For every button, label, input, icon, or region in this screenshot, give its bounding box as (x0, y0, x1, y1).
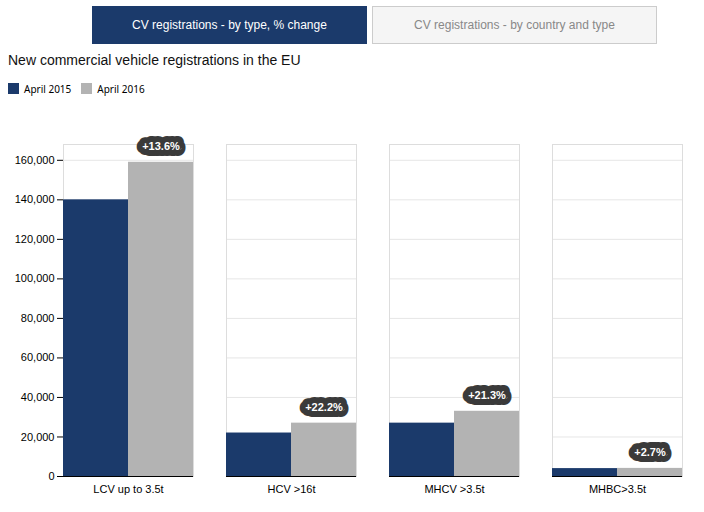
svg-text:+2.7%: +2.7% (634, 446, 666, 458)
svg-text:120,000: 120,000 (15, 233, 55, 245)
svg-text:160,000: 160,000 (15, 154, 55, 166)
svg-text:100,000: 100,000 (15, 272, 55, 284)
svg-text:+21.3%: +21.3% (468, 389, 506, 401)
svg-text:MHCV >3.5t: MHCV >3.5t (424, 483, 484, 495)
html-text:New commercial vehicle registr: New commercial vehicle registrations in … (8, 52, 301, 68)
html-text:April 2015: April 2015 (24, 81, 72, 96)
svg-text:140,000: 140,000 (15, 193, 55, 205)
svg-text:40,000: 40,000 (21, 391, 55, 403)
html-text:April 2016: April 2016 (97, 81, 145, 96)
html-text:CV registrations - by country: CV registrations - by country and type (414, 18, 615, 32)
svg-text:HCV >16t: HCV >16t (268, 483, 316, 495)
svg-text:20,000: 20,000 (21, 430, 55, 442)
svg-text:LCV up to 3.5t: LCV up to 3.5t (93, 483, 163, 495)
svg-text:0: 0 (48, 470, 54, 482)
svg-text:+13.6%: +13.6% (142, 140, 180, 152)
svg-text:80,000: 80,000 (21, 312, 55, 324)
svg-text:+22.2%: +22.2% (305, 401, 343, 413)
svg-text:60,000: 60,000 (21, 351, 55, 363)
svg-text:MHBC>3.5t: MHBC>3.5t (589, 483, 646, 495)
html-text:CV registrations - by type, %: CV registrations - by type, % change (132, 18, 327, 32)
